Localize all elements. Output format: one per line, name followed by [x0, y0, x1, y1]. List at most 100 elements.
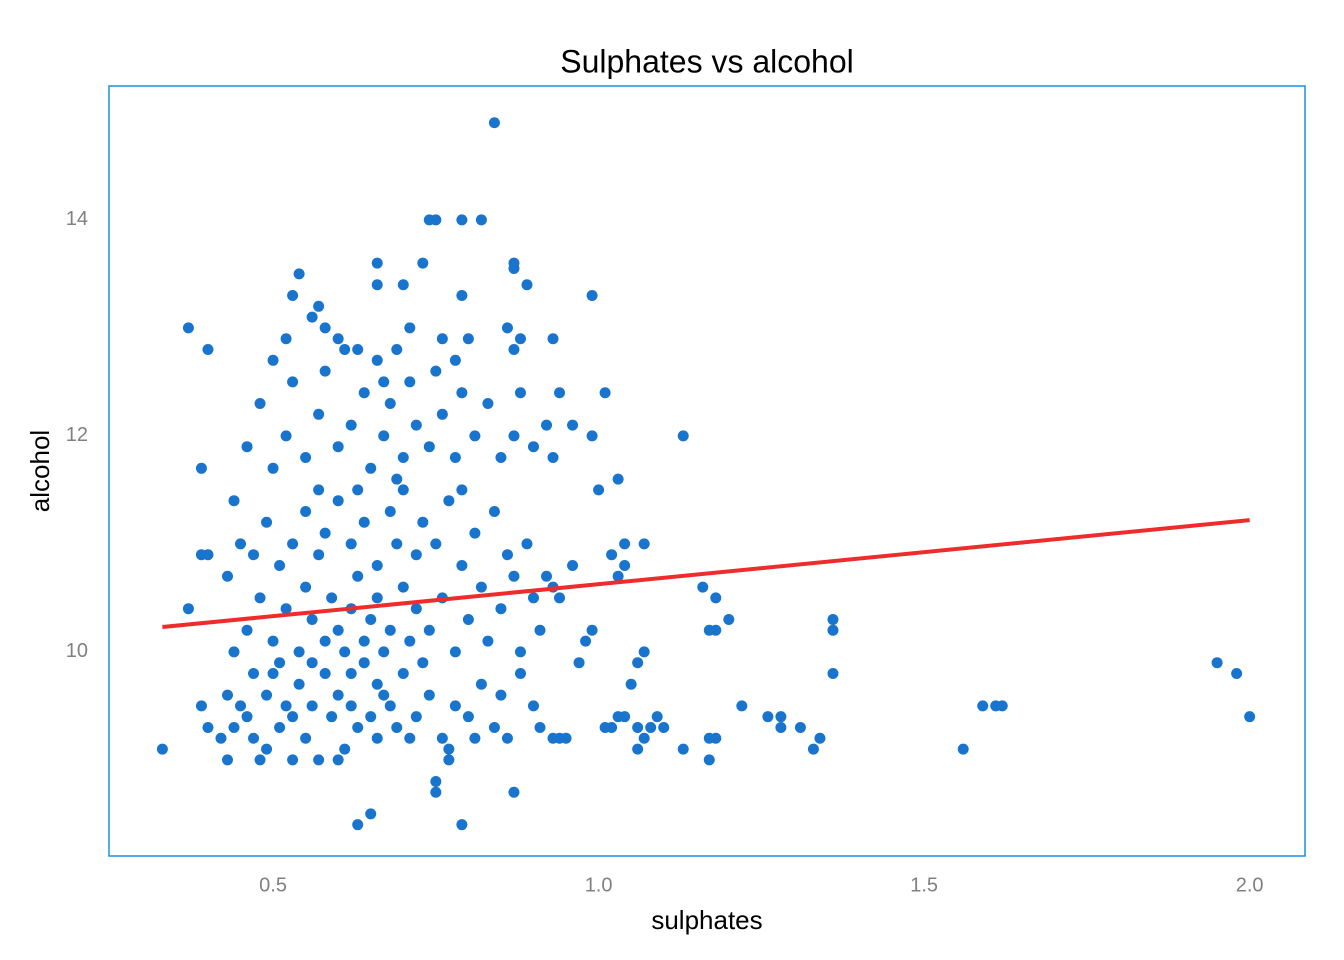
point [378, 689, 390, 701]
y-tick-label: 12 [66, 424, 88, 446]
point [195, 462, 207, 474]
point [482, 398, 494, 410]
point [371, 678, 383, 690]
point [358, 635, 370, 647]
point [384, 624, 396, 636]
point [593, 484, 605, 496]
point [501, 549, 513, 561]
point [221, 689, 233, 701]
point [345, 667, 357, 679]
y-axis-title: alcohol [25, 430, 55, 512]
point [274, 559, 286, 571]
point [573, 657, 585, 669]
point [619, 559, 631, 571]
point [586, 624, 598, 636]
point [534, 624, 546, 636]
point [638, 538, 650, 550]
point [495, 603, 507, 615]
point [462, 333, 474, 345]
point [371, 279, 383, 291]
point [736, 700, 748, 712]
point [488, 505, 500, 517]
point [182, 322, 194, 334]
point [371, 354, 383, 366]
point [332, 333, 344, 345]
point [430, 365, 442, 377]
point [417, 257, 429, 269]
point [521, 279, 533, 291]
point [488, 117, 500, 129]
point [443, 495, 455, 507]
point [397, 484, 409, 496]
point [384, 505, 396, 517]
point [391, 473, 403, 485]
point [365, 462, 377, 474]
point [541, 419, 553, 431]
point [371, 732, 383, 744]
point [397, 279, 409, 291]
point [508, 570, 520, 582]
point [527, 592, 539, 604]
point [469, 430, 481, 442]
point [723, 613, 735, 625]
point [495, 689, 507, 701]
point [501, 322, 513, 334]
point [703, 754, 715, 766]
point [996, 700, 1008, 712]
point [482, 635, 494, 647]
point [254, 398, 266, 410]
point [287, 711, 299, 723]
point [404, 732, 416, 744]
point [287, 538, 299, 550]
point [651, 711, 663, 723]
point [326, 711, 338, 723]
point [710, 624, 722, 636]
point [352, 721, 364, 733]
point [430, 775, 442, 787]
point [443, 743, 455, 755]
point [391, 538, 403, 550]
point [228, 495, 240, 507]
point [195, 700, 207, 712]
point [417, 516, 429, 528]
point [365, 613, 377, 625]
point [703, 732, 715, 744]
point [449, 354, 461, 366]
plot-border [108, 85, 1306, 857]
point [410, 603, 422, 615]
point [606, 549, 618, 561]
point [469, 527, 481, 539]
point [677, 430, 689, 442]
point [508, 263, 520, 275]
point [762, 711, 774, 723]
point [293, 678, 305, 690]
point [352, 344, 364, 356]
x-tick-label: 2.0 [1236, 874, 1264, 896]
point [807, 743, 819, 755]
point [345, 538, 357, 550]
point [436, 333, 448, 345]
point [267, 354, 279, 366]
point [625, 678, 637, 690]
point [384, 398, 396, 410]
point [241, 711, 253, 723]
point [261, 516, 273, 528]
point [306, 613, 318, 625]
point [514, 333, 526, 345]
point [156, 743, 168, 755]
point [456, 819, 468, 831]
point [957, 743, 969, 755]
point [645, 721, 657, 733]
point [371, 592, 383, 604]
point [280, 333, 292, 345]
point [280, 700, 292, 712]
point [775, 721, 787, 733]
point [326, 592, 338, 604]
point [300, 732, 312, 744]
x-axis-title: sulphates [651, 905, 762, 935]
point [300, 452, 312, 464]
point [710, 592, 722, 604]
point [261, 689, 273, 701]
point [508, 786, 520, 798]
